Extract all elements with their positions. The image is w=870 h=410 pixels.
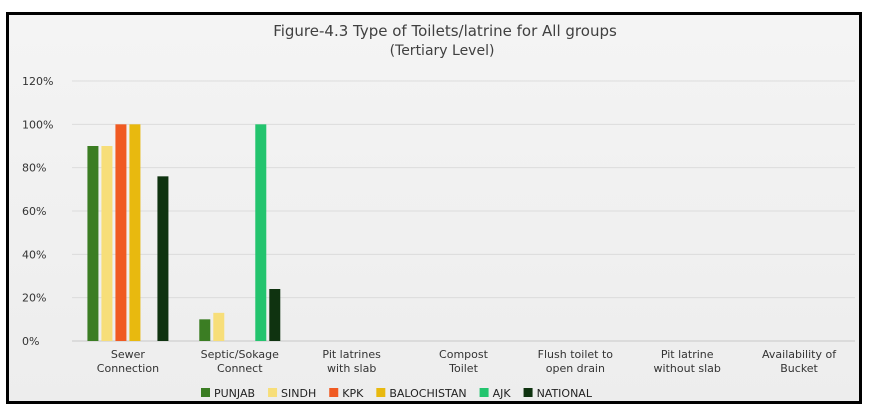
legend-label: PUNJAB xyxy=(214,387,255,400)
legend-swatch xyxy=(329,388,339,397)
chart-frame xyxy=(6,12,862,404)
x-category-label: with slab xyxy=(327,362,376,375)
bar xyxy=(129,124,141,341)
x-category-label: Bucket xyxy=(780,362,818,375)
x-category-label: open drain xyxy=(546,362,605,375)
legend: PUNJAB SINDH KPK BALOCHISTAN AJK NATIONAL xyxy=(201,387,593,400)
legend-swatch xyxy=(523,388,533,397)
bars xyxy=(87,124,281,341)
bar xyxy=(115,124,127,341)
legend-label: NATIONAL xyxy=(537,387,593,400)
y-tick-label: 120% xyxy=(22,75,53,88)
x-category-label: without slab xyxy=(654,362,721,375)
x-category-label: Availability of xyxy=(762,348,837,361)
bar xyxy=(199,319,211,341)
bar xyxy=(101,146,113,341)
y-tick-label: 40% xyxy=(22,248,46,261)
chart-subtitle: (Tertiary Level) xyxy=(390,43,495,59)
x-category-label: Compost xyxy=(439,348,489,361)
legend-swatch xyxy=(376,388,386,397)
x-category-label: Septic/Sokage xyxy=(201,348,279,361)
gridlines xyxy=(72,80,855,342)
y-axis-tick-labels: 0% 20% 40% 60% 80% 100% 120% xyxy=(22,75,53,348)
y-tick-label: 0% xyxy=(22,335,39,348)
x-category-label: Flush toilet to xyxy=(538,348,614,361)
legend-swatch xyxy=(201,388,210,397)
bar xyxy=(157,176,169,341)
legend-label: BALOCHISTAN xyxy=(389,387,466,400)
legend-label: KPK xyxy=(342,387,364,400)
y-tick-label: 20% xyxy=(22,292,46,305)
y-tick-label: 60% xyxy=(22,205,46,218)
x-category-label: Toilet xyxy=(448,362,478,375)
legend-label: AJK xyxy=(493,387,512,400)
bar xyxy=(269,289,281,341)
chart-title: Figure-4.3 Type of Toilets/latrine for A… xyxy=(273,22,617,40)
y-tick-label: 100% xyxy=(22,118,53,131)
x-category-label: Connection xyxy=(97,362,159,375)
bar xyxy=(255,124,267,341)
x-category-label: Pit latrine xyxy=(661,348,714,361)
x-category-label: Sewer xyxy=(111,348,146,361)
legend-swatch xyxy=(479,388,489,397)
bar xyxy=(87,146,99,341)
bar xyxy=(213,312,225,341)
x-category-label: Pit latrines xyxy=(322,348,381,361)
chart-title-group: Figure-4.3 Type of Toilets/latrine for A… xyxy=(273,22,617,59)
y-tick-label: 80% xyxy=(22,162,46,175)
x-category-label: Connect xyxy=(217,362,263,375)
legend-swatch xyxy=(268,388,278,397)
legend-label: SINDH xyxy=(281,387,316,400)
